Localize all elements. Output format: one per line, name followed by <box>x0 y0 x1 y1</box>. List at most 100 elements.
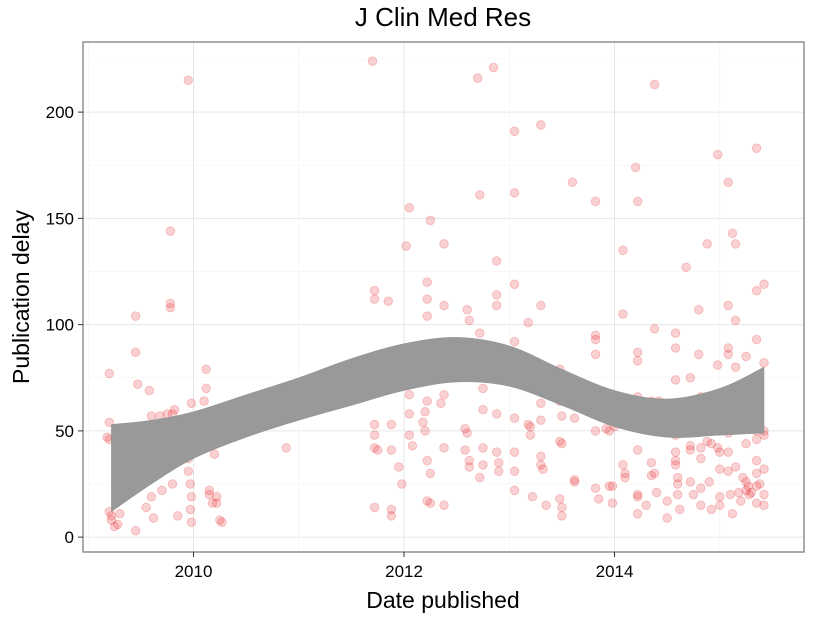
data-point <box>420 426 430 436</box>
data-point <box>632 356 643 366</box>
data-point <box>383 296 393 306</box>
x-tick-label: 2010 <box>175 562 213 581</box>
data-point <box>646 458 657 468</box>
data-point <box>632 445 643 455</box>
data-point <box>536 460 546 470</box>
data-point <box>590 196 601 207</box>
data-point <box>741 477 751 487</box>
data-point <box>407 441 418 451</box>
data-point <box>730 462 741 472</box>
data-point <box>473 73 483 83</box>
data-point <box>165 226 176 236</box>
data-point <box>209 449 220 459</box>
gridlines <box>83 42 804 552</box>
data-point <box>146 411 157 421</box>
smooth-confidence-band <box>111 337 765 513</box>
data-point <box>672 472 683 483</box>
data-point <box>741 438 751 449</box>
data-point <box>491 256 502 266</box>
data-point <box>211 492 222 502</box>
data-point <box>186 492 197 502</box>
data-point <box>670 460 681 470</box>
data-point <box>569 413 580 423</box>
data-point <box>475 328 485 338</box>
data-point <box>425 215 436 226</box>
plot-panel <box>83 42 804 552</box>
data-point <box>491 409 502 419</box>
plot-border <box>82 41 805 553</box>
data-point <box>113 519 123 530</box>
data-point <box>401 241 411 251</box>
data-point <box>491 447 502 457</box>
data-point <box>723 349 733 360</box>
data-point <box>620 472 630 483</box>
data-point <box>649 79 660 90</box>
data-point <box>422 294 432 304</box>
data-point <box>590 334 601 345</box>
data-point <box>104 368 115 379</box>
data-point <box>670 343 681 353</box>
data-point <box>425 498 436 508</box>
data-point <box>620 468 630 479</box>
data-point <box>649 324 660 334</box>
data-point <box>702 436 712 447</box>
data-point <box>185 479 196 489</box>
data-point <box>207 498 218 508</box>
data-point <box>557 511 567 521</box>
y-tick-label: 150 <box>46 209 74 228</box>
data-point <box>696 443 706 453</box>
data-point <box>651 487 662 498</box>
data-point <box>464 455 474 466</box>
data-point <box>751 481 762 491</box>
data-point <box>618 245 628 255</box>
data-point <box>685 373 696 383</box>
data-point <box>204 489 215 500</box>
data-point <box>538 464 548 474</box>
data-point <box>130 311 141 321</box>
data-point <box>715 464 725 474</box>
y-tick-label: 100 <box>46 316 74 335</box>
data-point <box>632 196 643 207</box>
data-point <box>148 513 159 523</box>
data-point <box>730 362 741 372</box>
data-point <box>604 481 614 491</box>
data-point <box>201 364 211 374</box>
data-point <box>751 143 762 153</box>
data-point <box>759 464 769 474</box>
data-point <box>462 428 472 438</box>
data-point <box>367 56 378 66</box>
data-point <box>751 285 762 296</box>
data-point <box>418 417 428 428</box>
data-point <box>217 517 227 527</box>
data-point <box>204 485 215 496</box>
data-point <box>672 489 683 500</box>
data-point <box>422 455 432 466</box>
data-point <box>146 492 157 502</box>
data-point <box>439 300 449 311</box>
y-axis: 0 50 100 150 200 <box>46 103 83 547</box>
data-point <box>491 290 502 300</box>
data-point <box>199 396 209 406</box>
data-point <box>165 302 176 313</box>
data-point <box>744 489 754 500</box>
data-point <box>555 436 565 447</box>
data-point <box>685 441 696 451</box>
data-point <box>696 483 706 493</box>
data-point <box>509 188 520 198</box>
data-point <box>130 526 141 536</box>
data-point <box>475 472 485 483</box>
data-point <box>594 494 604 504</box>
data-point <box>672 479 683 489</box>
x-tick-label: 2014 <box>596 562 634 581</box>
data-point <box>488 62 499 73</box>
data-point <box>675 504 685 515</box>
data-point <box>715 500 725 510</box>
data-point <box>670 375 681 385</box>
data-point <box>478 404 488 415</box>
data-point <box>569 475 580 485</box>
data-point <box>186 517 197 527</box>
data-point <box>525 430 536 440</box>
data-point <box>460 424 470 434</box>
data-point <box>751 468 762 479</box>
